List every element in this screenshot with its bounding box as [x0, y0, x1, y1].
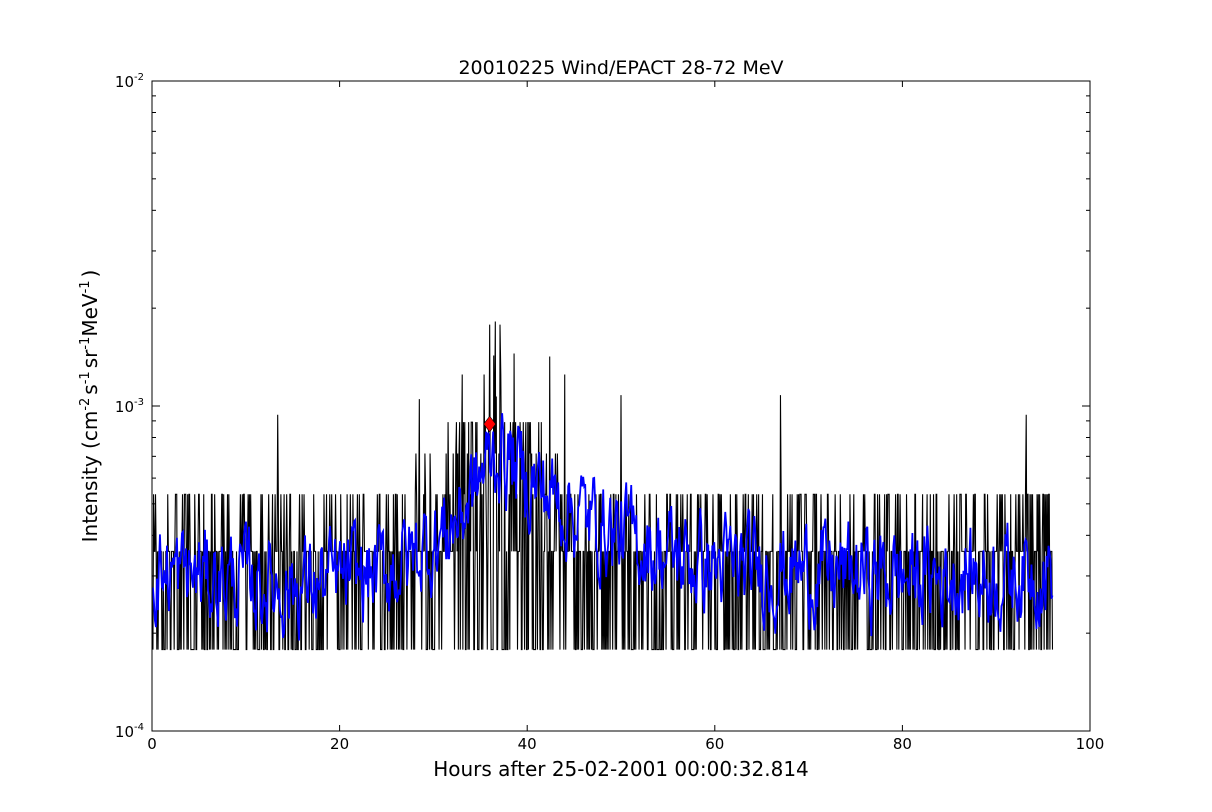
- y-axis-label-exp3: -1: [78, 337, 93, 350]
- smoothed-intensity-line: [152, 413, 1054, 641]
- y-tick-label: 10-3: [115, 397, 144, 416]
- y-axis-label-s: s: [78, 384, 102, 394]
- y-axis-label-sr: sr: [78, 349, 102, 368]
- y-axis-label-close: ): [78, 270, 102, 278]
- x-tick-label: 80: [893, 735, 912, 753]
- y-tick-label: 10-4: [115, 722, 144, 741]
- y-axis-label-exp4: -1: [78, 280, 93, 293]
- y-axis-label-exp2: -1: [78, 371, 93, 384]
- x-tick-label: 0: [147, 735, 157, 753]
- y-axis-label: Intensity (cm-2s-1sr-1MeV-1): [78, 270, 102, 543]
- x-tick-label: 60: [705, 735, 724, 753]
- peak-marker: [483, 415, 497, 433]
- x-axis-label: Hours after 25-02-2001 00:00:32.814: [433, 757, 809, 781]
- y-axis-label-exp1: -2: [78, 398, 93, 411]
- y-axis-label-mev: MeV: [78, 293, 102, 337]
- y-tick-label: 10-2: [115, 72, 144, 91]
- y-axis-label-base: Intensity (cm: [78, 411, 102, 543]
- chart-title: 20010225 Wind/EPACT 28-72 MeV: [458, 57, 783, 79]
- x-tick-label: 40: [518, 735, 537, 753]
- x-tick-label: 100: [1076, 735, 1105, 753]
- raw-intensity-line: [152, 321, 1054, 651]
- x-tick-label: 20: [330, 735, 349, 753]
